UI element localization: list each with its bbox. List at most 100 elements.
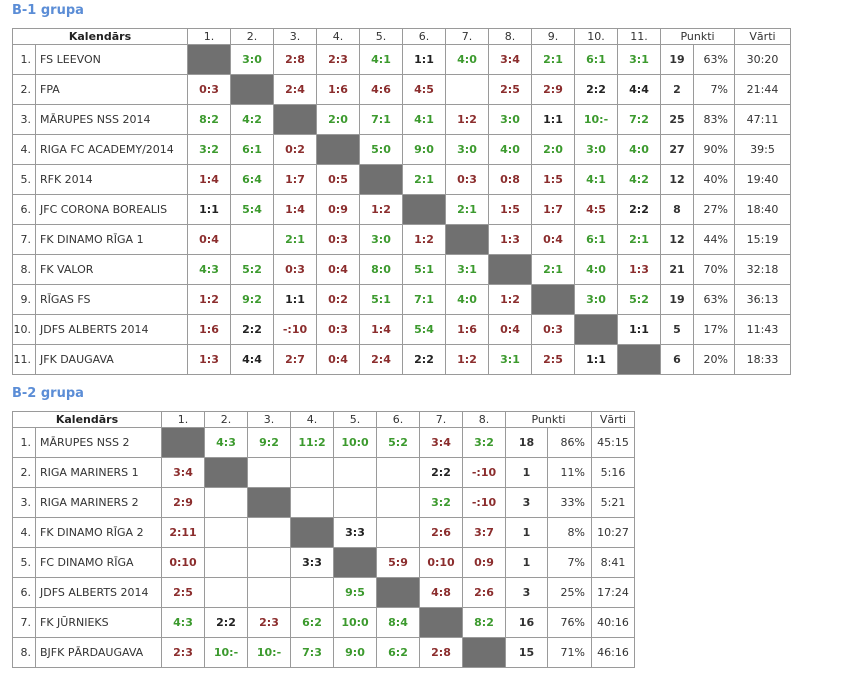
- match-result[interactable]: 1:4: [359, 314, 403, 345]
- match-result[interactable]: 3:0: [488, 104, 532, 135]
- match-result[interactable]: 0:4: [316, 344, 360, 375]
- match-result[interactable]: 4:5: [402, 74, 446, 105]
- team-name[interactable]: FK DINAMO RĪGA 2: [35, 517, 162, 548]
- match-result[interactable]: 3:1: [617, 44, 661, 75]
- match-result[interactable]: 2:8: [419, 637, 463, 668]
- match-result[interactable]: 2:0: [531, 134, 575, 165]
- match-result[interactable]: 0:3: [531, 314, 575, 345]
- match-result[interactable]: 4:0: [617, 134, 661, 165]
- match-result[interactable]: 5:4: [402, 314, 446, 345]
- match-result[interactable]: 3:0: [574, 134, 618, 165]
- team-name[interactable]: FK VALOR: [35, 254, 188, 285]
- match-result[interactable]: 2:3: [316, 44, 360, 75]
- match-result[interactable]: 6:1: [230, 134, 274, 165]
- match-result[interactable]: 5:0: [359, 134, 403, 165]
- match-result[interactable]: 5:2: [230, 254, 274, 285]
- match-result[interactable]: 2:2: [617, 194, 661, 225]
- match-result[interactable]: 2:6: [462, 577, 506, 608]
- match-result[interactable]: 4:0: [445, 284, 489, 315]
- match-result[interactable]: 2:5: [531, 344, 575, 375]
- team-name[interactable]: RIGA MARINERS 1: [35, 457, 162, 488]
- match-result[interactable]: 2:2: [419, 457, 463, 488]
- match-result[interactable]: 6:1: [574, 224, 618, 255]
- match-result[interactable]: 7:1: [402, 284, 446, 315]
- match-result[interactable]: 2:1: [531, 254, 575, 285]
- match-result[interactable]: 7:3: [290, 637, 334, 668]
- match-result[interactable]: 9:0: [333, 637, 377, 668]
- match-result[interactable]: 1:2: [445, 104, 489, 135]
- team-name[interactable]: FK DINAMO RĪGA 1: [35, 224, 188, 255]
- match-result[interactable]: 5:4: [230, 194, 274, 225]
- team-name[interactable]: JDFS ALBERTS 2014: [35, 577, 162, 608]
- match-result[interactable]: 3:2: [462, 427, 506, 458]
- match-result[interactable]: 10:-: [574, 104, 618, 135]
- match-result[interactable]: 1:3: [617, 254, 661, 285]
- match-result[interactable]: 5:9: [376, 547, 420, 578]
- calendar-header[interactable]: Kalendārs: [12, 28, 188, 45]
- match-result[interactable]: 2:1: [445, 194, 489, 225]
- match-result[interactable]: 0:3: [187, 74, 231, 105]
- match-result[interactable]: 2:1: [531, 44, 575, 75]
- match-result[interactable]: 8:4: [376, 607, 420, 638]
- match-result[interactable]: 2:8: [273, 44, 317, 75]
- match-result[interactable]: 1:4: [187, 164, 231, 195]
- match-result[interactable]: 5:1: [402, 254, 446, 285]
- team-name[interactable]: JFC CORONA BOREALIS: [35, 194, 188, 225]
- match-result[interactable]: 2:3: [247, 607, 291, 638]
- match-result[interactable]: 3:3: [290, 547, 334, 578]
- match-result[interactable]: 3:3: [333, 517, 377, 548]
- match-result[interactable]: 8:0: [359, 254, 403, 285]
- match-result[interactable]: 1:1: [187, 194, 231, 225]
- match-result[interactable]: 6:2: [376, 637, 420, 668]
- match-result[interactable]: 10:0: [333, 427, 377, 458]
- match-result[interactable]: 1:7: [273, 164, 317, 195]
- calendar-header[interactable]: Kalendārs: [12, 411, 162, 428]
- match-result[interactable]: 4:2: [617, 164, 661, 195]
- match-result[interactable]: 2:0: [316, 104, 360, 135]
- match-result[interactable]: 2:2: [574, 74, 618, 105]
- match-result[interactable]: 4:5: [574, 194, 618, 225]
- match-result[interactable]: 4:0: [488, 134, 532, 165]
- match-result[interactable]: 0:10: [161, 547, 205, 578]
- match-result[interactable]: 4:1: [402, 104, 446, 135]
- match-result[interactable]: 4:0: [445, 44, 489, 75]
- team-name[interactable]: RIGA FC ACADEMY/2014: [35, 134, 188, 165]
- match-result[interactable]: 3:7: [462, 517, 506, 548]
- match-result[interactable]: 2:1: [273, 224, 317, 255]
- match-result[interactable]: 3:4: [419, 427, 463, 458]
- match-result[interactable]: 3:0: [230, 44, 274, 75]
- match-result[interactable]: 0:3: [316, 224, 360, 255]
- match-result[interactable]: 2:7: [273, 344, 317, 375]
- match-result[interactable]: 0:3: [273, 254, 317, 285]
- match-result[interactable]: 1:1: [574, 344, 618, 375]
- match-result[interactable]: 4:8: [419, 577, 463, 608]
- team-name[interactable]: RIGA MARINERS 2: [35, 487, 162, 518]
- match-result[interactable]: 3:2: [419, 487, 463, 518]
- match-result[interactable]: 1:7: [531, 194, 575, 225]
- match-result[interactable]: 10:-: [204, 637, 248, 668]
- match-result[interactable]: 9:5: [333, 577, 377, 608]
- match-result[interactable]: 1:1: [402, 44, 446, 75]
- match-result[interactable]: 1:1: [531, 104, 575, 135]
- match-result[interactable]: 5:2: [617, 284, 661, 315]
- match-result[interactable]: 4:3: [187, 254, 231, 285]
- match-result[interactable]: 1:1: [273, 284, 317, 315]
- team-name[interactable]: FC DINAMO RĪGA: [35, 547, 162, 578]
- match-result[interactable]: 5:1: [359, 284, 403, 315]
- match-result[interactable]: 0:9: [462, 547, 506, 578]
- match-result[interactable]: 3:4: [161, 457, 205, 488]
- match-result[interactable]: 11:2: [290, 427, 334, 458]
- match-result[interactable]: 3:1: [445, 254, 489, 285]
- match-result[interactable]: 9:2: [230, 284, 274, 315]
- match-result[interactable]: 8:2: [187, 104, 231, 135]
- match-result[interactable]: 4:3: [204, 427, 248, 458]
- match-result[interactable]: 0:10: [419, 547, 463, 578]
- match-result[interactable]: 1:5: [531, 164, 575, 195]
- match-result[interactable]: 4:3: [161, 607, 205, 638]
- team-name[interactable]: FPA: [35, 74, 188, 105]
- match-result[interactable]: 7:2: [617, 104, 661, 135]
- team-name[interactable]: BJFK PĀRDAUGAVA: [35, 637, 162, 668]
- match-result[interactable]: 2:1: [617, 224, 661, 255]
- team-name[interactable]: RFK 2014: [35, 164, 188, 195]
- match-result[interactable]: 2:11: [161, 517, 205, 548]
